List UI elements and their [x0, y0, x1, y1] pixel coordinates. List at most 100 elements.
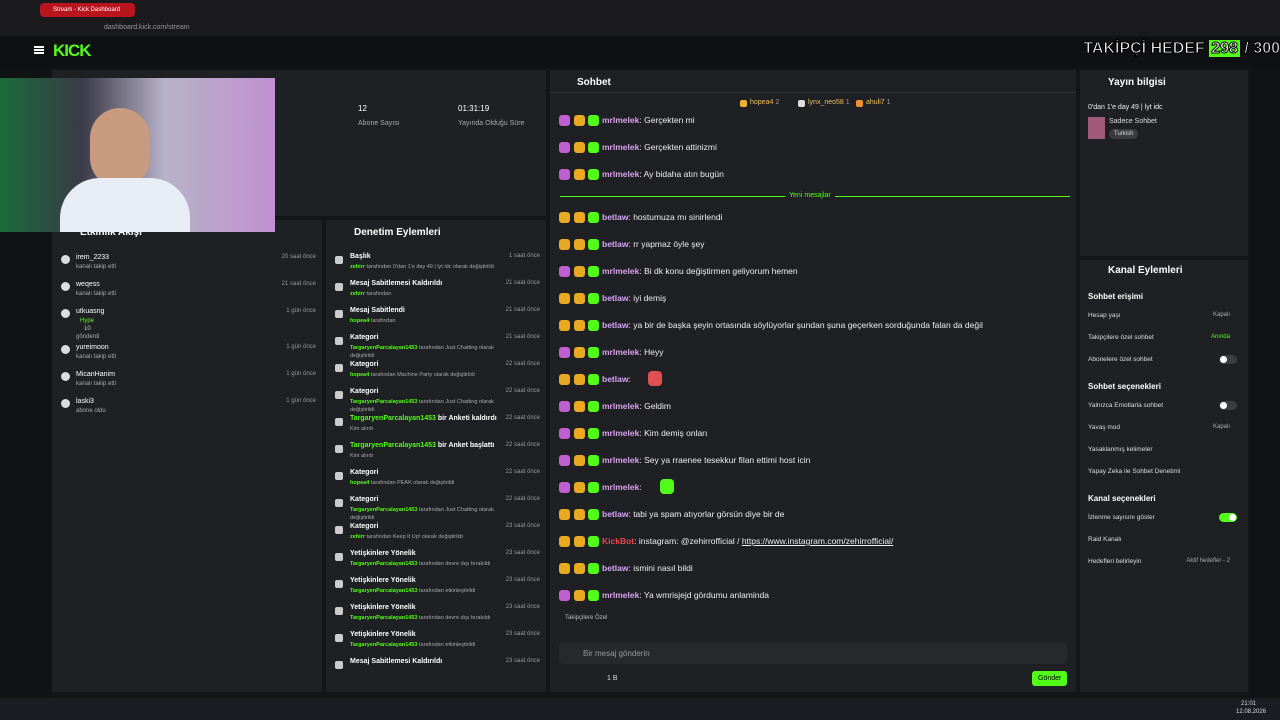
chat-user: mrlmelek — [602, 401, 640, 411]
setting-label[interactable]: Yapay Zeka ile Sohbet Denetimi — [1088, 468, 1181, 475]
panel-title: Denetim Eylemleri — [354, 227, 441, 238]
toggle-knob — [1229, 514, 1236, 521]
action-icon — [335, 472, 343, 480]
action-icon — [335, 553, 343, 561]
action-name: Yetişkinlere Yönelik — [350, 577, 416, 584]
action-icon — [335, 607, 343, 615]
logo[interactable]: KICK — [53, 41, 92, 60]
action-detail: zehirr tarafından 0'dan 1'e day 49 | lyt… — [350, 263, 510, 271]
action-time: 22 saat önce — [505, 442, 540, 448]
badge — [559, 239, 570, 250]
action-name: Kategori — [350, 361, 379, 368]
chat-message: betlaw: iyi demiş — [602, 293, 667, 303]
chat-mode: Takipçilere Özel — [565, 615, 608, 621]
badge — [574, 293, 585, 304]
section-heading: Sohbet seçenekleri — [1088, 382, 1161, 391]
badge — [574, 320, 585, 331]
browser-bar: Stream - Kick Dashboard dashboard.kick.c… — [0, 0, 1280, 36]
badge — [559, 509, 570, 520]
top-badge — [798, 100, 805, 107]
chat-input[interactable] — [559, 642, 1067, 664]
badge — [559, 169, 570, 180]
event-time: 1 gün önce — [286, 371, 316, 377]
setting-label[interactable]: Abonelere özel sohbet — [1088, 356, 1153, 363]
event-time: 20 saat önce — [281, 254, 316, 260]
action-actor: hopea4 — [350, 372, 370, 378]
action-icon — [335, 391, 343, 399]
setting-label[interactable]: İzlenme sayısını göster — [1088, 514, 1155, 521]
action-detail-text: tarafından — [366, 291, 392, 297]
badge — [588, 212, 599, 223]
chat-user: mrlmelek — [602, 266, 640, 276]
chat-link[interactable]: https://www.instagram.com/zehirrofficial… — [741, 536, 894, 546]
badge — [559, 320, 570, 331]
input-placeholder: Bir mesaj gönderin — [583, 649, 650, 658]
chat-user: mrlmelek — [602, 590, 640, 600]
action-title: Mesaj Sabitlemesi Kaldırıldı — [350, 658, 442, 665]
action-actor: TargaryenParcalayan1453 — [350, 345, 418, 351]
send-button[interactable]: Gönder — [1032, 671, 1068, 686]
chat-message: mrlmelek: Sey ya rraenee tesekkur filan … — [602, 455, 811, 465]
action-name: bir Anketi kaldırdı — [437, 415, 497, 422]
event-action: kanalı takip etti — [76, 264, 117, 270]
chat-user: mrlmelek — [602, 142, 640, 152]
event-action: kanalı takip etti — [76, 381, 117, 387]
badge — [588, 536, 599, 547]
top-user-name: hopea4 — [750, 99, 774, 106]
stat-label: Yayında Olduğu Süre — [458, 120, 525, 127]
action-detail: hopea4 tarafından Machine Party olarak d… — [350, 371, 510, 379]
badge — [588, 455, 599, 466]
top-user-name: lynx_neo58 — [808, 99, 844, 106]
menu[interactable] — [34, 46, 44, 48]
setting-label[interactable]: Hesap yaşı — [1088, 312, 1121, 319]
badge — [588, 320, 599, 331]
chat-user: KickBot — [602, 536, 635, 546]
event-icon — [61, 399, 70, 408]
action-time: 22 saat önce — [505, 388, 540, 394]
action-time: 21 saat önce — [505, 307, 540, 313]
top-user: lynx_neo58 1 — [808, 99, 850, 106]
toggle[interactable] — [1219, 401, 1237, 410]
event-user: MicanHanim — [76, 371, 115, 378]
badge — [559, 590, 570, 601]
chat-emote — [660, 479, 674, 494]
toggle-knob — [1220, 356, 1227, 363]
panel-title: Etkinlik Akışı — [80, 227, 142, 238]
chat-user: betlaw — [602, 239, 629, 249]
tab[interactable] — [40, 3, 135, 17]
tab-title: Stream - Kick Dashboard — [53, 7, 121, 13]
action-detail: hopea4 tarafından — [350, 317, 510, 325]
action-icon — [335, 256, 343, 264]
toggle[interactable] — [1219, 513, 1237, 522]
setting-label[interactable]: Raid Kanalı — [1088, 536, 1122, 543]
stat-label: Abone Sayısı — [358, 120, 400, 127]
top-badge — [740, 100, 747, 107]
chat-message: betlaw: — [602, 374, 631, 384]
setting-label[interactable]: Yasaklanmış kelimeler — [1088, 446, 1153, 453]
setting-label[interactable]: Hedefleri belirleyin — [1088, 558, 1142, 565]
badge — [588, 482, 599, 493]
action-detail-text: tarafından Keep It Up! olarak değiştiril… — [366, 534, 463, 540]
badge — [588, 293, 599, 304]
event-time: 21 saat önce — [281, 281, 316, 287]
action-name: Kategori — [350, 496, 379, 503]
action-detail: TargaryenParcalayan1453 tarafından devre… — [350, 614, 510, 622]
setting-label[interactable]: Takipçilere özel sohbet — [1088, 334, 1154, 341]
chat-message: mrlmelek: Ay bidaha atın bugün — [602, 169, 724, 179]
action-detail: Kim alırdı — [350, 425, 510, 433]
badge — [559, 536, 570, 547]
url[interactable]: dashboard.kick.com/stream — [104, 24, 190, 31]
event-action: gönderdi — [76, 334, 100, 340]
event-time: 1 gün önce — [286, 308, 316, 314]
action-icon — [335, 364, 343, 372]
badge — [574, 455, 585, 466]
setting-label[interactable]: Yalnızca Emotlarla sohbet — [1088, 402, 1164, 409]
stat-value: 01:31:19 — [458, 104, 490, 113]
action-time: 21 saat önce — [505, 280, 540, 286]
chat-text: Kim demiş onları — [644, 428, 708, 438]
top-user-count: 1 — [886, 99, 891, 106]
action-detail-text: tarafından Just Chatting olarak değiştir… — [350, 345, 494, 359]
toggle[interactable] — [1219, 355, 1237, 364]
badge — [588, 266, 599, 277]
setting-label[interactable]: Yavaş mod — [1088, 424, 1121, 431]
